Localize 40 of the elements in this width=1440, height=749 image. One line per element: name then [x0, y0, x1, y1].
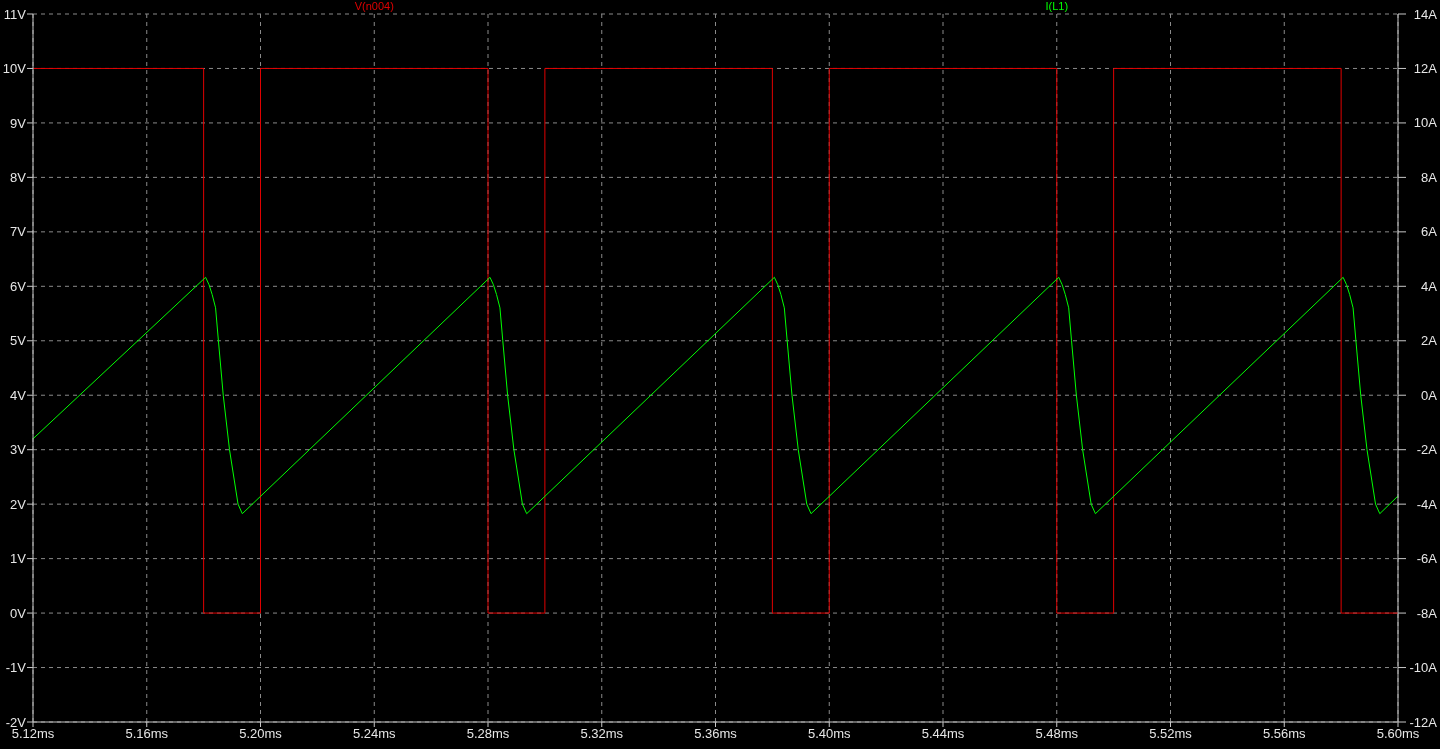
x-tick-label: 5.16ms — [125, 726, 169, 742]
x-tick-label: 5.52ms — [1149, 726, 1193, 742]
y2-tick-label: -2A — [1416, 442, 1438, 458]
y2-tick-label: 10A — [1413, 115, 1438, 131]
y-tick-label: 3V — [10, 442, 27, 458]
y-tick-label: 8V — [10, 170, 27, 185]
y2-tick-label: 4A — [1421, 278, 1438, 294]
x-tick-label: 5.44ms — [921, 726, 965, 742]
x-tick-label: 5.48ms — [1035, 726, 1079, 742]
y-tick-label: 5V — [10, 333, 27, 349]
y2-tick-label: 12A — [1413, 60, 1438, 76]
y2-tick-label: 8A — [1421, 169, 1438, 185]
y-tick-label: 7V — [10, 224, 27, 240]
y-tick-label: 0V — [10, 605, 27, 621]
y2-tick-label: 14A — [1413, 6, 1438, 22]
y-tick-label: 4V — [10, 387, 27, 403]
y2-tick-label: -10A — [1409, 660, 1438, 676]
y-tick-label: 6V — [10, 278, 27, 294]
y-tick-label: -1V — [5, 660, 27, 676]
x-tick-label: 5.36ms — [694, 726, 738, 742]
x-tick-label: 5.24ms — [352, 726, 397, 742]
x-tick-label: 5.56ms — [1262, 726, 1307, 742]
text: V(n004) — [354, 0, 394, 13]
y2-tick-label: -8A — [1416, 605, 1438, 621]
x-tick-label: 5.28ms — [466, 726, 510, 742]
y-tick-label: 1V — [10, 551, 27, 567]
y-tick-label: 10V — [2, 61, 27, 77]
y2-tick-label: 6A — [1421, 224, 1438, 240]
x-tick-label: 5.32ms — [580, 726, 624, 742]
line-series — [33, 276, 1398, 515]
y2-tick-label: -4A — [1416, 496, 1438, 512]
x-tick-label: 5.40ms — [807, 726, 852, 742]
y2-tick-label: 0A — [1421, 387, 1438, 403]
x-tick-label: 5.20ms — [239, 726, 283, 742]
y2-tick-label: -6A — [1416, 551, 1438, 567]
y-tick-label: 9V — [10, 115, 27, 131]
text: I(L1) — [1045, 0, 1069, 13]
y-tick-label: 2V — [10, 496, 27, 512]
y-tick-label: 11V — [3, 6, 27, 22]
y2-tick-label: 2A — [1421, 333, 1438, 349]
